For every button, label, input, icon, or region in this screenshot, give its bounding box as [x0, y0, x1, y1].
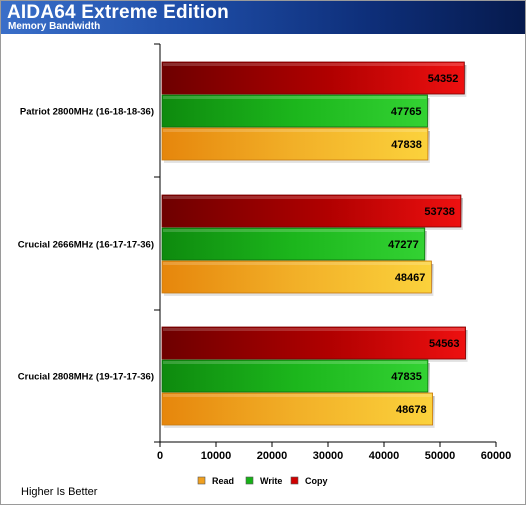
legend-label-read: Read: [212, 476, 234, 486]
bar-highlight: [163, 96, 427, 99]
category-label: Patriot 2800MHz (16-18-18-36): [20, 107, 154, 118]
bar-read: [161, 127, 429, 161]
x-tick-label: 50000: [425, 450, 456, 462]
chart-subtitle: Memory Bandwidth: [8, 21, 101, 32]
bar-copy: [161, 61, 465, 95]
bar-copy: [161, 326, 466, 360]
bar-highlight: [163, 196, 460, 199]
data-label: 53738: [424, 206, 455, 218]
x-tick-label: 20000: [257, 450, 288, 462]
data-label: 54352: [428, 73, 459, 85]
bar-highlight: [163, 361, 427, 364]
category-label: Crucial 2808MHz (19-17-17-36): [18, 372, 154, 383]
footer-note: Higher Is Better: [21, 486, 98, 498]
x-tick-label: 10000: [201, 450, 232, 462]
bar-write: [161, 227, 426, 261]
x-tick-label: 60000: [481, 450, 512, 462]
bar-highlight: [163, 63, 464, 66]
data-label: 47277: [388, 239, 419, 251]
bar-read: [161, 260, 432, 294]
data-label: 47835: [391, 371, 422, 383]
bar-read: [161, 392, 433, 426]
category-label: Crucial 2666MHz (16-17-17-36): [18, 240, 154, 251]
data-label: 48678: [396, 404, 427, 416]
chart-header: AIDA64 Extreme Edition Memory Bandwidth: [1, 1, 525, 34]
legend-swatch-write: [245, 476, 254, 485]
x-tick-label: 40000: [369, 450, 400, 462]
x-tick-label: 0: [157, 450, 163, 462]
legend-label-copy: Copy: [305, 476, 328, 486]
chart-title: AIDA64 Extreme Edition: [7, 2, 229, 23]
data-label: 54563: [429, 338, 460, 350]
legend-swatch-copy: [290, 476, 299, 485]
data-label: 48467: [395, 272, 426, 284]
legend-label-write: Write: [260, 476, 282, 486]
bar-write: [161, 359, 429, 393]
bar-highlight: [163, 394, 432, 397]
data-label: 47765: [391, 106, 422, 118]
data-label: 47838: [391, 139, 422, 151]
bar-highlight: [163, 328, 465, 331]
bar-highlight: [163, 262, 431, 265]
bar-highlight: [163, 129, 427, 132]
bar-highlight: [163, 229, 424, 232]
x-tick-label: 30000: [313, 450, 344, 462]
legend-swatch-read: [197, 476, 206, 485]
bar-write: [161, 94, 428, 128]
bar-copy: [161, 194, 462, 228]
